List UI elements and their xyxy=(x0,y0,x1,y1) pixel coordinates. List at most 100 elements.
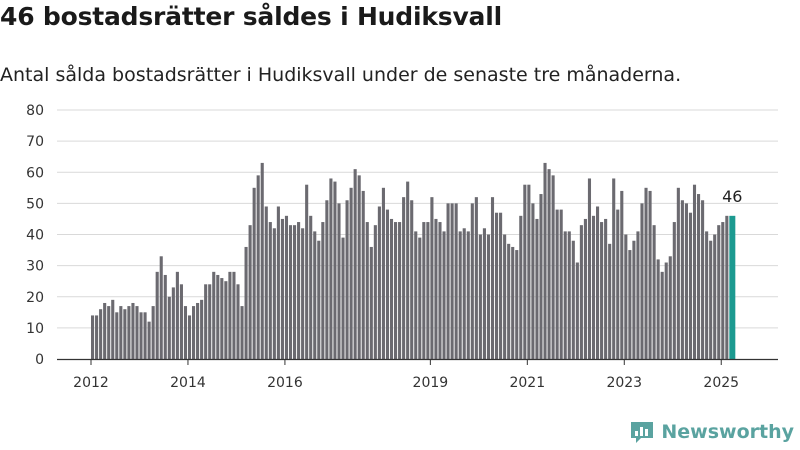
bar xyxy=(381,187,385,359)
bar xyxy=(628,250,632,359)
bar xyxy=(458,231,462,359)
bar xyxy=(204,284,208,359)
bar xyxy=(426,222,430,359)
bar xyxy=(333,181,337,359)
bar xyxy=(709,240,713,359)
bar xyxy=(244,246,248,359)
bar xyxy=(284,215,289,359)
bar xyxy=(236,284,240,359)
y-tick-label: 50 xyxy=(26,196,44,212)
bar xyxy=(555,209,559,359)
bar xyxy=(648,190,652,359)
bar xyxy=(438,222,442,359)
bar xyxy=(369,246,373,359)
y-tick-label: 40 xyxy=(26,228,44,244)
bar xyxy=(232,271,236,359)
bar xyxy=(579,225,583,359)
bar xyxy=(272,228,276,359)
chart-subtitle: Antal sålda bostadsrätter i Hudiksvall u… xyxy=(0,64,682,86)
bar xyxy=(127,306,131,359)
bar xyxy=(515,250,519,359)
bar xyxy=(624,234,628,359)
x-tick-label: 2012 xyxy=(73,375,109,391)
data-labels: 46 xyxy=(722,187,742,206)
bar xyxy=(604,218,608,359)
bar xyxy=(385,209,390,359)
bar xyxy=(349,187,353,359)
bar xyxy=(99,309,103,359)
bar xyxy=(442,231,446,359)
bar xyxy=(373,225,377,359)
bar xyxy=(591,215,596,359)
bar xyxy=(377,206,381,359)
bar xyxy=(563,231,567,359)
bar xyxy=(91,315,95,359)
bar xyxy=(200,299,204,359)
bar xyxy=(135,306,139,359)
bar xyxy=(268,222,272,359)
bar xyxy=(474,197,478,359)
y-tick-label: 30 xyxy=(26,259,44,275)
bar xyxy=(163,274,167,359)
bar xyxy=(115,312,119,359)
bar xyxy=(406,181,410,359)
bar xyxy=(705,231,709,359)
bar xyxy=(398,222,402,359)
bar xyxy=(276,206,280,359)
x-tick-label: 2016 xyxy=(267,375,303,391)
bar xyxy=(224,281,228,359)
bar xyxy=(111,299,115,359)
bar xyxy=(644,187,648,359)
bar xyxy=(523,184,527,359)
x-axis-ticks: 2012 2014 2016 2019 2021 2023 2025 xyxy=(73,359,739,391)
bar xyxy=(660,271,664,359)
bar xyxy=(656,259,660,359)
newsworthy-logo-icon xyxy=(631,422,654,443)
x-tick-label: 2014 xyxy=(170,375,206,391)
bar xyxy=(559,209,563,359)
bar xyxy=(389,218,394,359)
bars xyxy=(91,162,736,360)
newsworthy-logo[interactable]: Newsworthy xyxy=(629,419,794,445)
bar xyxy=(167,296,171,359)
bar xyxy=(531,203,535,360)
bar xyxy=(260,162,264,359)
bar xyxy=(139,312,143,359)
bar xyxy=(713,234,717,359)
bar xyxy=(187,315,192,359)
bar xyxy=(596,206,600,359)
bar xyxy=(503,234,507,359)
bar xyxy=(583,218,587,359)
bar xyxy=(192,306,196,359)
bar xyxy=(507,243,511,359)
bar xyxy=(418,237,422,359)
bar xyxy=(600,222,604,359)
bar xyxy=(664,262,668,359)
y-axis-ticks: 0 10 20 30 40 50 60 70 80 xyxy=(26,103,44,368)
bar xyxy=(499,212,503,359)
bar xyxy=(680,200,684,359)
chart-title: 46 bostadsrätter såldes i Hudiksvall xyxy=(0,2,502,31)
bar xyxy=(345,200,349,359)
bar xyxy=(454,203,458,360)
bar xyxy=(175,271,179,359)
bar xyxy=(361,190,365,359)
bar xyxy=(612,178,616,359)
bar xyxy=(547,169,551,359)
bar xyxy=(183,306,188,359)
bar xyxy=(147,321,151,359)
bar-highlight xyxy=(729,215,736,359)
bar xyxy=(119,306,123,359)
bar xyxy=(357,175,361,359)
bar xyxy=(486,234,491,359)
bar xyxy=(337,203,341,360)
bar xyxy=(434,218,438,359)
bar xyxy=(297,222,301,359)
bar xyxy=(717,225,721,359)
bar xyxy=(608,243,612,359)
x-tick-label: 2019 xyxy=(413,375,449,391)
bar xyxy=(632,240,636,359)
bar xyxy=(571,240,575,359)
bar xyxy=(155,271,159,359)
bar xyxy=(470,203,474,360)
